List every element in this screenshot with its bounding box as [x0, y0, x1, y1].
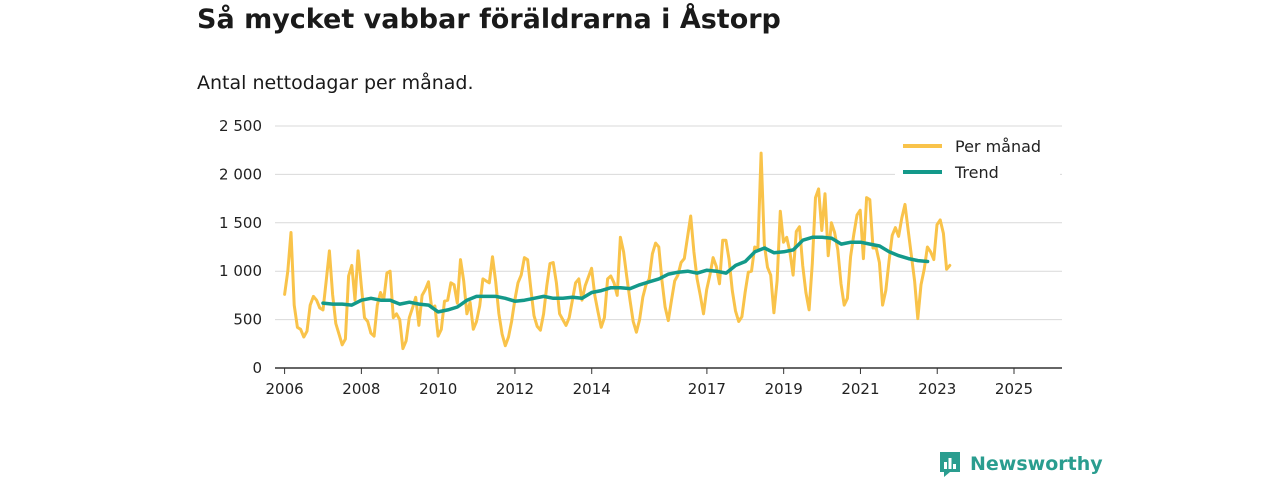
chart-subtitle: Antal nettodagar per månad.	[197, 72, 474, 94]
x-axis-ticks: 2006 2008 2010 2012 2014 2017 2019 2021 2023 2025	[266, 367, 1062, 398]
y-tick-label: 500	[233, 311, 262, 329]
y-tick-label: 1 000	[219, 262, 262, 280]
y-tick-label: 1 500	[219, 214, 262, 232]
series-line-trend	[321, 235, 930, 314]
legend-background	[895, 130, 1060, 188]
newsworthy-chart-bubble-icon	[940, 452, 960, 477]
x-tick-label: 2014	[573, 380, 611, 398]
y-tick-label: 2 000	[219, 165, 262, 183]
x-tick-label: 2021	[841, 380, 879, 398]
x-tick-label: 2019	[765, 380, 803, 398]
x-tick-label: 2006	[266, 380, 304, 398]
x-tick-label: 2010	[419, 380, 457, 398]
series-line-per-manad	[283, 151, 952, 351]
chart-legend: Per månad Trend	[895, 130, 1060, 188]
y-axis-ticks: 0 500 1 000 1 500 2 000 2 500	[219, 117, 262, 377]
y-tick-label: 2 500	[219, 117, 262, 135]
x-tick-label: 2012	[496, 380, 534, 398]
x-tick-label: 2025	[995, 380, 1033, 398]
y-tick-label: 0	[252, 359, 262, 377]
x-tick-label: 2008	[342, 380, 380, 398]
brand-logo[interactable]: Newsworthy	[938, 450, 1103, 478]
x-tick-label: 2017	[688, 380, 726, 398]
legend-label-per-manad: Per månad	[955, 137, 1041, 156]
legend-label-trend: Trend	[954, 163, 999, 182]
series-lines	[283, 151, 952, 351]
x-tick-label: 2023	[918, 380, 956, 398]
brand-name: Newsworthy	[970, 453, 1103, 475]
page-title: Så mycket vabbar föräldrarna i Åstorp	[197, 4, 781, 35]
